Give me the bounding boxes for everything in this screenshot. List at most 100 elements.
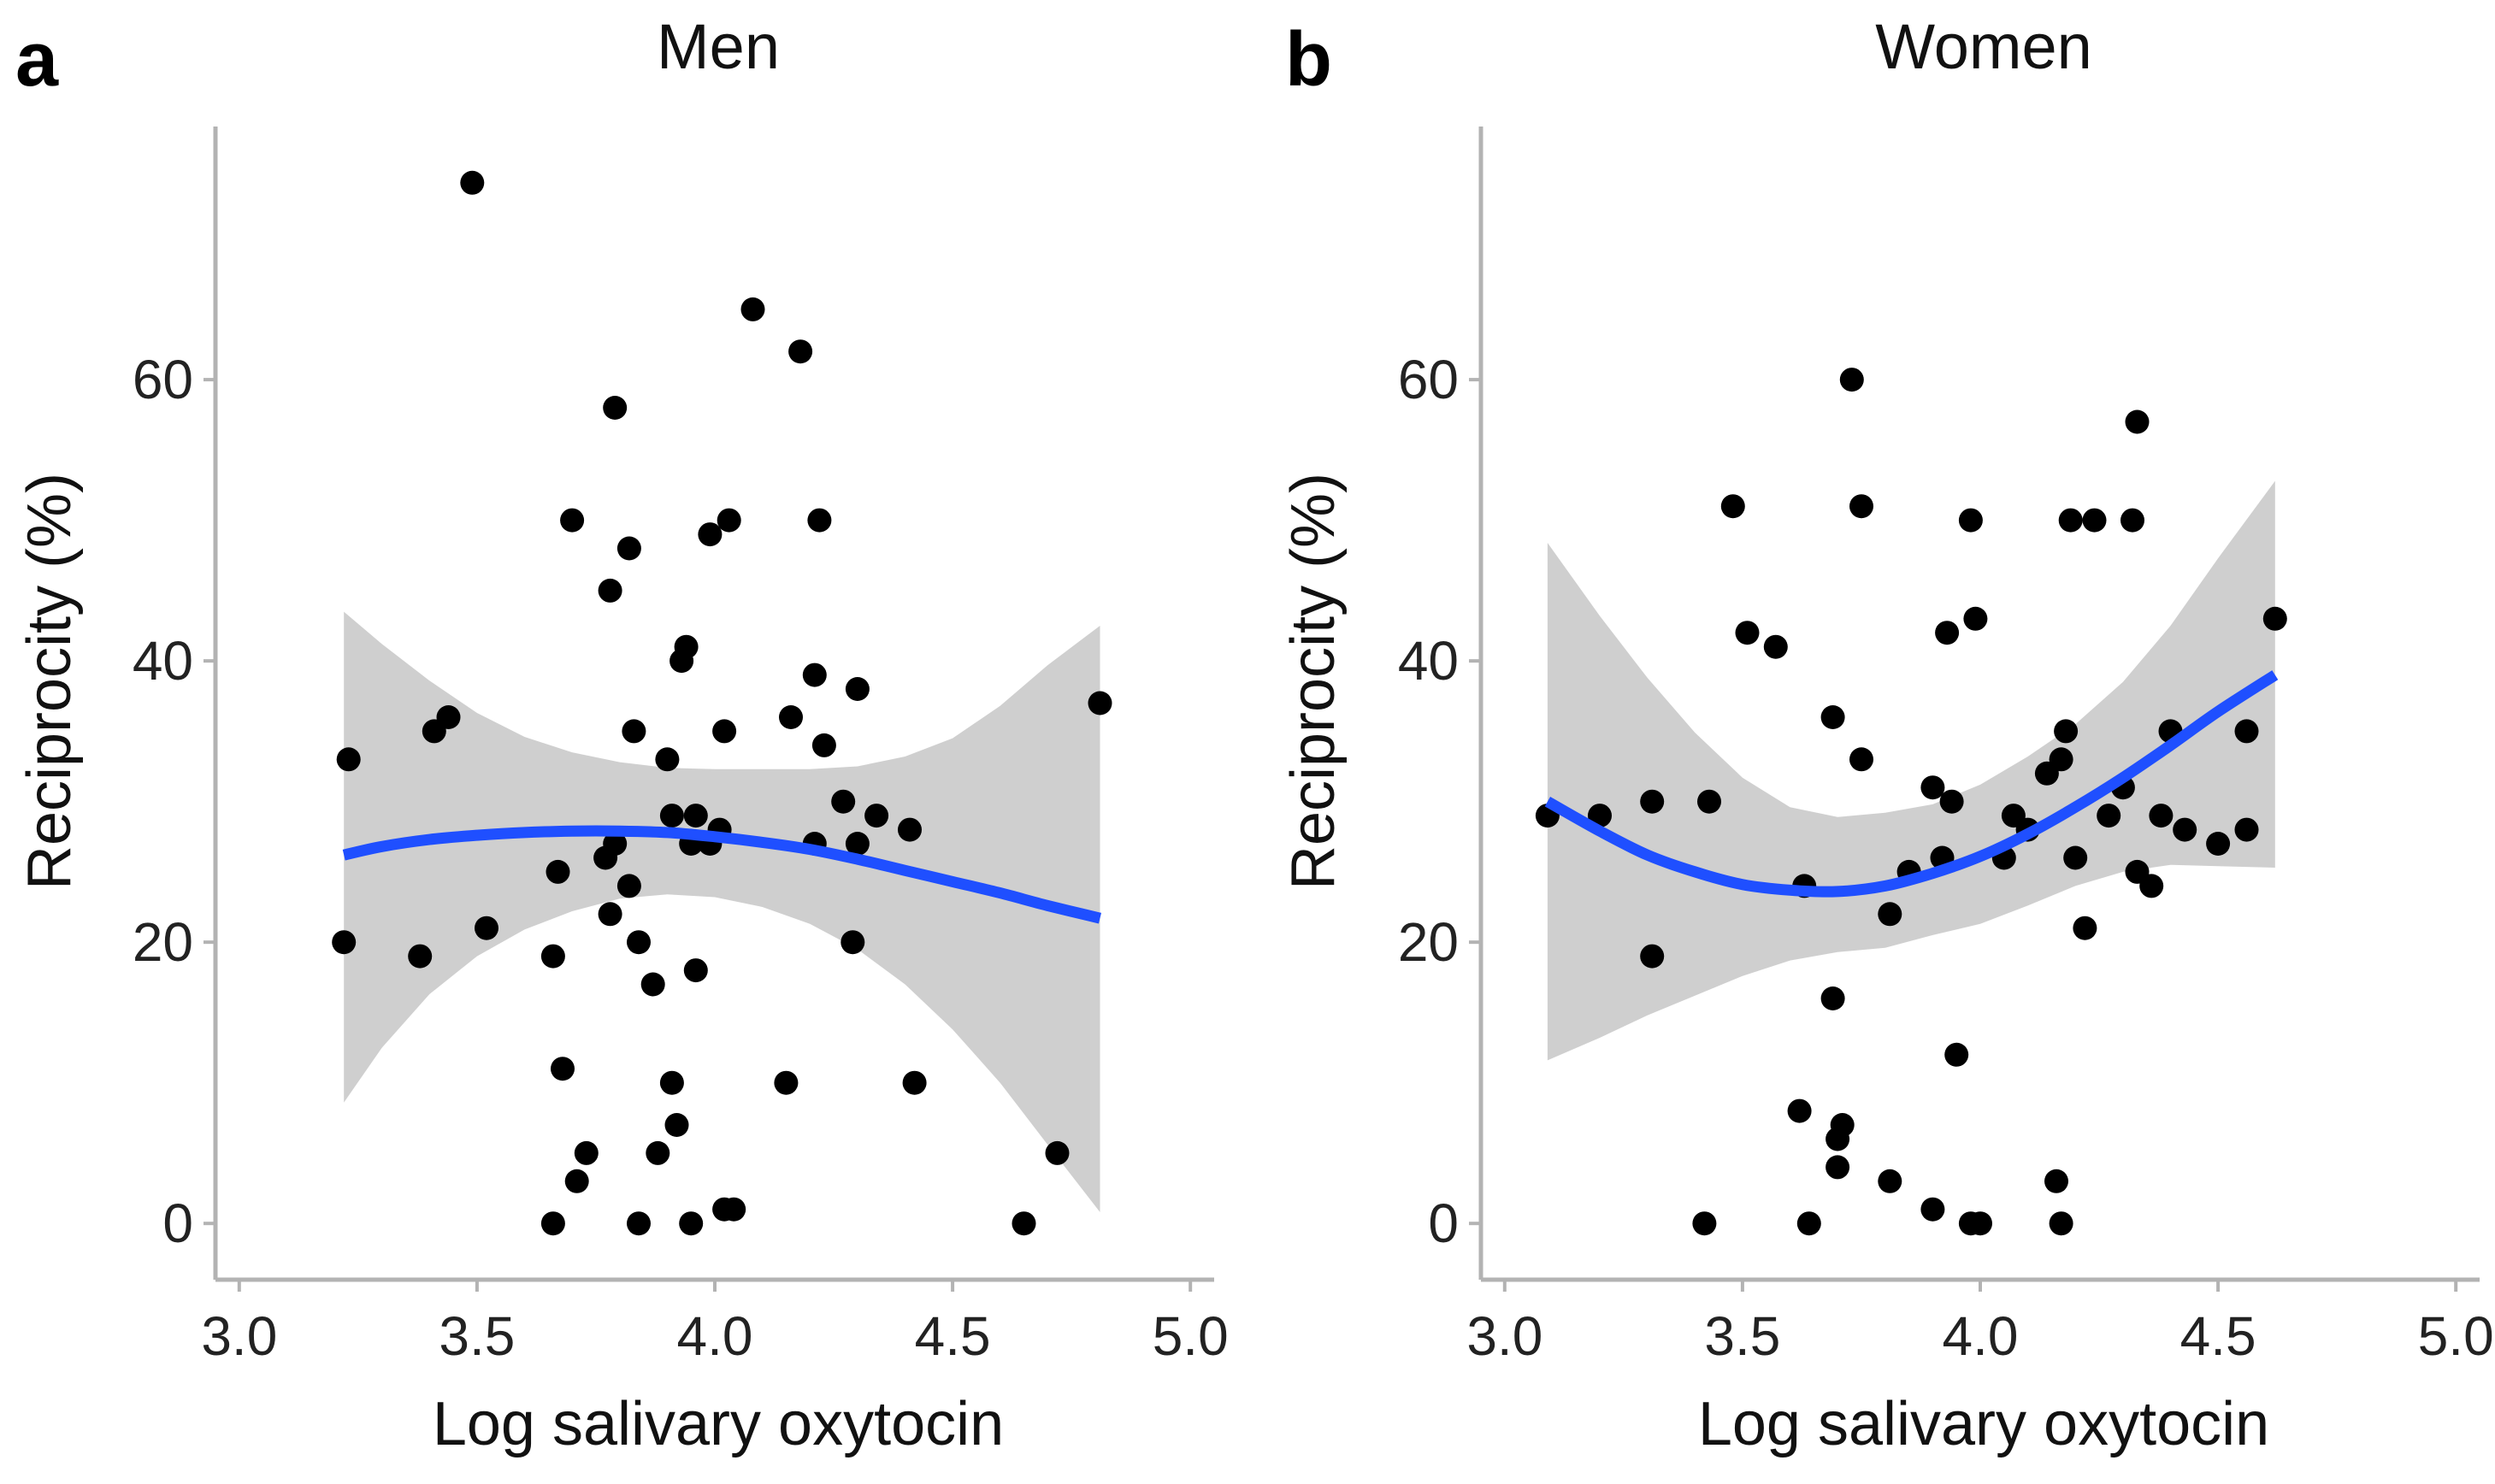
- data-point: [540, 944, 565, 969]
- x-tick-label: 4.5: [915, 1305, 991, 1367]
- data-point: [2044, 1169, 2068, 1193]
- data-point: [2173, 817, 2197, 842]
- data-point: [336, 747, 361, 772]
- data-point: [2049, 1211, 2073, 1236]
- data-point: [436, 705, 461, 729]
- y-tick-label: 20: [1398, 911, 1459, 973]
- data-point: [640, 972, 665, 997]
- data-point: [779, 705, 803, 729]
- data-point: [332, 930, 357, 955]
- data-point: [2058, 508, 2083, 533]
- data-point: [845, 832, 870, 856]
- fit-line: [1544, 670, 2279, 898]
- data-point: [2234, 719, 2259, 744]
- data-point: [1787, 1098, 1812, 1123]
- y-tick-label: 0: [162, 1192, 193, 1254]
- x-tick-label: 3.0: [1466, 1305, 1542, 1367]
- data-point: [1820, 705, 1845, 729]
- data-point: [683, 804, 708, 828]
- data-point: [627, 930, 651, 955]
- data-point: [1697, 789, 1721, 814]
- data-point: [2049, 747, 2073, 772]
- fit-line: [342, 825, 1102, 924]
- x-axis-title: Log salivary oxytocin: [433, 1390, 1004, 1458]
- y-tick-label: 40: [1398, 630, 1459, 692]
- data-point: [831, 789, 856, 814]
- data-point: [622, 719, 646, 744]
- x-tick-label: 4.0: [1943, 1305, 2019, 1367]
- data-point: [774, 1070, 799, 1095]
- data-point: [712, 719, 737, 744]
- data-point: [1012, 1211, 1036, 1236]
- data-point: [1640, 944, 1665, 969]
- data-point: [664, 1113, 689, 1137]
- data-point: [1692, 1211, 1717, 1236]
- data-point: [2125, 409, 2150, 434]
- data-point: [1920, 775, 1945, 800]
- data-point: [2139, 874, 2164, 898]
- data-point: [460, 170, 485, 195]
- data-point: [475, 916, 498, 940]
- data-point: [1935, 621, 1960, 645]
- data-point: [659, 1070, 684, 1095]
- x-tick-label: 5.0: [2418, 1305, 2494, 1367]
- data-point: [1920, 1197, 1945, 1222]
- data-point: [1045, 1140, 1070, 1165]
- y-tick-label: 0: [1428, 1192, 1459, 1254]
- data-point: [1763, 634, 1788, 659]
- data-point: [646, 1140, 670, 1165]
- data-point: [1849, 747, 1873, 772]
- data-point: [1640, 789, 1665, 814]
- data-point: [627, 1211, 651, 1236]
- data-point: [603, 832, 628, 856]
- data-point: [1830, 1113, 1855, 1137]
- data-point: [1939, 789, 1964, 814]
- x-axis-title: Log salivary oxytocin: [1698, 1390, 2269, 1458]
- data-point: [2206, 832, 2231, 856]
- panel-men: a Men Log salivary oxytocin Reciprocity …: [15, 11, 1229, 1458]
- y-tick-label: 60: [1398, 349, 1459, 410]
- data-point: [902, 1070, 927, 1095]
- data-point: [2063, 845, 2088, 870]
- x-tick-label: 4.0: [677, 1305, 753, 1367]
- data-point: [1944, 1042, 1969, 1067]
- data-point: [564, 1169, 589, 1193]
- data-point: [679, 1211, 704, 1236]
- data-point: [551, 1057, 575, 1081]
- data-point: [659, 804, 684, 828]
- data-point: [2149, 804, 2174, 828]
- data-point: [811, 733, 836, 757]
- data-point: [1968, 1211, 1992, 1236]
- data-point: [1839, 368, 1864, 392]
- data-point: [2262, 606, 2287, 631]
- data-point: [845, 677, 870, 701]
- data-point: [841, 930, 865, 955]
- data-point: [2097, 804, 2121, 828]
- data-point: [807, 508, 832, 533]
- x-tick-label: 5.0: [1153, 1305, 1229, 1367]
- data-point: [1720, 494, 1745, 519]
- data-point: [1796, 1211, 1821, 1236]
- data-point: [1826, 1155, 1850, 1180]
- y-tick-label: 60: [133, 349, 193, 410]
- data-point: [898, 817, 922, 842]
- data-point: [546, 859, 570, 884]
- data-point: [698, 522, 723, 547]
- y-axis-title: Reciprocity (%): [15, 473, 84, 890]
- x-tick-label: 3.5: [1704, 1305, 1780, 1367]
- data-point: [683, 958, 708, 983]
- confidence-band: [344, 611, 1100, 1212]
- data-point: [598, 578, 622, 603]
- y-tick-label: 20: [133, 911, 193, 973]
- data-point: [864, 804, 889, 828]
- data-point: [603, 396, 628, 420]
- data-point: [1958, 508, 1983, 533]
- data-point: [560, 508, 585, 533]
- data-point: [1849, 494, 1873, 519]
- data-point: [2234, 817, 2259, 842]
- y-tick-label: 40: [133, 630, 193, 692]
- x-tick-label: 3.5: [439, 1305, 515, 1367]
- panel-letter: b: [1285, 17, 1332, 103]
- data-point: [1878, 1169, 1902, 1193]
